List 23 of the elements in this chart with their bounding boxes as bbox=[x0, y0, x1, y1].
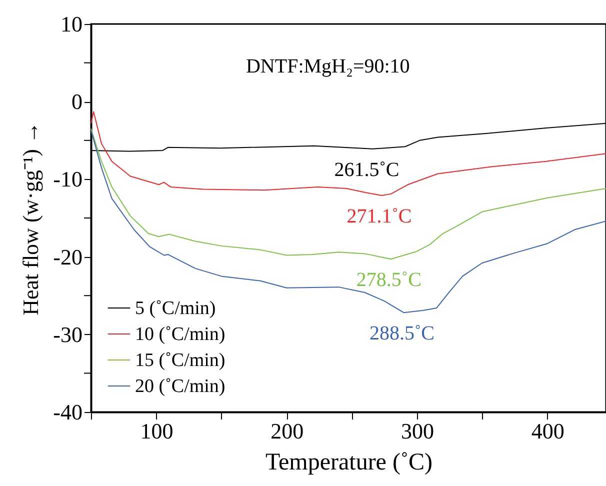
x-tick-label: 200 bbox=[270, 418, 304, 444]
annotation: 278.5˚C bbox=[356, 269, 422, 292]
x-tick-label: 300 bbox=[400, 418, 434, 444]
legend-label: 10 (˚C/min) bbox=[135, 324, 226, 345]
y-tick-label: -10 bbox=[53, 166, 82, 192]
line-series bbox=[90, 128, 606, 260]
y-tick-label: -20 bbox=[53, 244, 82, 270]
legend-label: 5 (˚C/min) bbox=[135, 298, 216, 319]
legend-label: 15 (˚C/min) bbox=[135, 350, 226, 371]
y-axis-title: Heat flow (w·gg⁻¹) → bbox=[18, 122, 44, 316]
y-tick-label: 10 bbox=[60, 12, 82, 36]
x-axis-title: Temperature (˚C) bbox=[266, 450, 432, 476]
y-tick-label: -30 bbox=[53, 322, 82, 347]
annotation: 288.5˚C bbox=[369, 322, 434, 345]
legend-label: 20 (˚C/min) bbox=[135, 376, 226, 397]
line-series bbox=[90, 111, 606, 196]
annotation: DNTF:MgH₂=90:10 bbox=[246, 56, 410, 78]
annotation: 271.1˚C bbox=[346, 205, 412, 228]
y-tick-label: -40 bbox=[53, 400, 82, 424]
y-tick-label: 0 bbox=[72, 89, 82, 114]
x-tick-label: 400 bbox=[531, 418, 564, 444]
annotation: 261.5˚C bbox=[334, 158, 400, 181]
x-tick-label: 100 bbox=[140, 418, 174, 444]
